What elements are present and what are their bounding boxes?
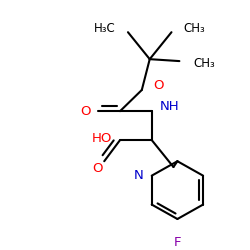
Text: N: N — [134, 169, 144, 182]
Text: CH₃: CH₃ — [183, 22, 205, 35]
Text: H₃C: H₃C — [94, 22, 116, 35]
Text: CH₃: CH₃ — [193, 56, 215, 70]
Text: O: O — [154, 79, 164, 92]
Text: O: O — [92, 162, 102, 175]
Text: HO: HO — [92, 132, 112, 144]
Text: F: F — [174, 236, 181, 248]
Text: O: O — [80, 105, 90, 118]
Text: NH: NH — [160, 100, 179, 113]
